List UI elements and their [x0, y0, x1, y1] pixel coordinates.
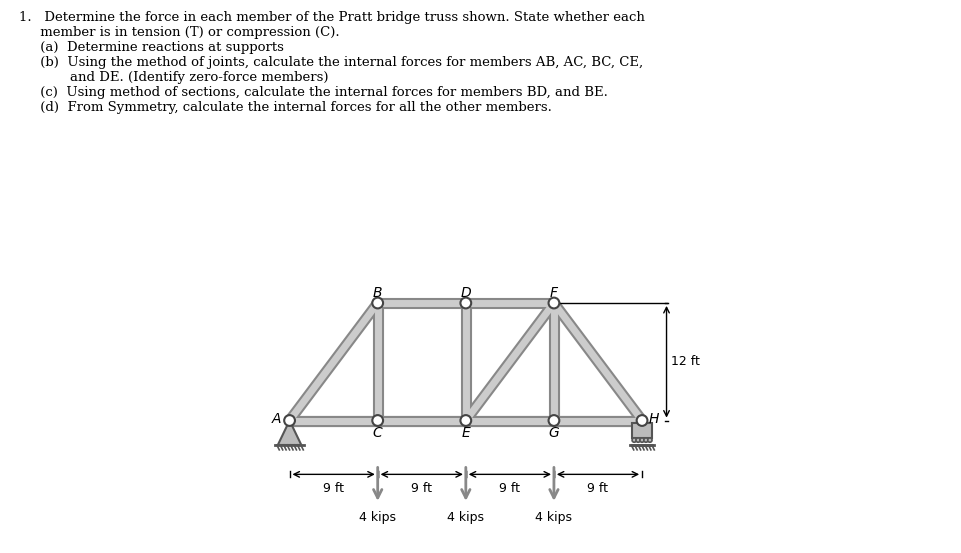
Text: 1.   Determine the force in each member of the Pratt bridge truss shown. State w: 1. Determine the force in each member of…	[19, 11, 645, 114]
Text: 9 ft: 9 ft	[587, 482, 608, 495]
Circle shape	[460, 298, 471, 309]
Circle shape	[644, 438, 648, 442]
Text: 9 ft: 9 ft	[323, 482, 344, 495]
Circle shape	[372, 415, 383, 426]
Circle shape	[640, 438, 644, 442]
FancyBboxPatch shape	[632, 424, 652, 438]
Circle shape	[549, 298, 559, 309]
Text: B: B	[373, 286, 382, 300]
Circle shape	[637, 415, 648, 426]
Circle shape	[648, 438, 653, 442]
Circle shape	[632, 438, 636, 442]
Text: H: H	[649, 411, 659, 426]
Text: 12 ft: 12 ft	[672, 355, 701, 368]
Text: 9 ft: 9 ft	[411, 482, 432, 495]
Polygon shape	[278, 420, 302, 445]
Text: 4 kips: 4 kips	[359, 510, 396, 524]
Circle shape	[636, 438, 640, 442]
Text: A: A	[272, 411, 282, 426]
Circle shape	[549, 415, 559, 426]
Circle shape	[372, 298, 383, 309]
Text: C: C	[373, 426, 382, 440]
Circle shape	[460, 415, 471, 426]
Text: F: F	[550, 286, 558, 300]
Text: 4 kips: 4 kips	[447, 510, 484, 524]
Text: D: D	[460, 286, 471, 300]
Text: G: G	[549, 426, 559, 440]
Text: 4 kips: 4 kips	[535, 510, 573, 524]
Circle shape	[284, 415, 295, 426]
Text: 9 ft: 9 ft	[500, 482, 520, 495]
Text: E: E	[461, 426, 470, 440]
